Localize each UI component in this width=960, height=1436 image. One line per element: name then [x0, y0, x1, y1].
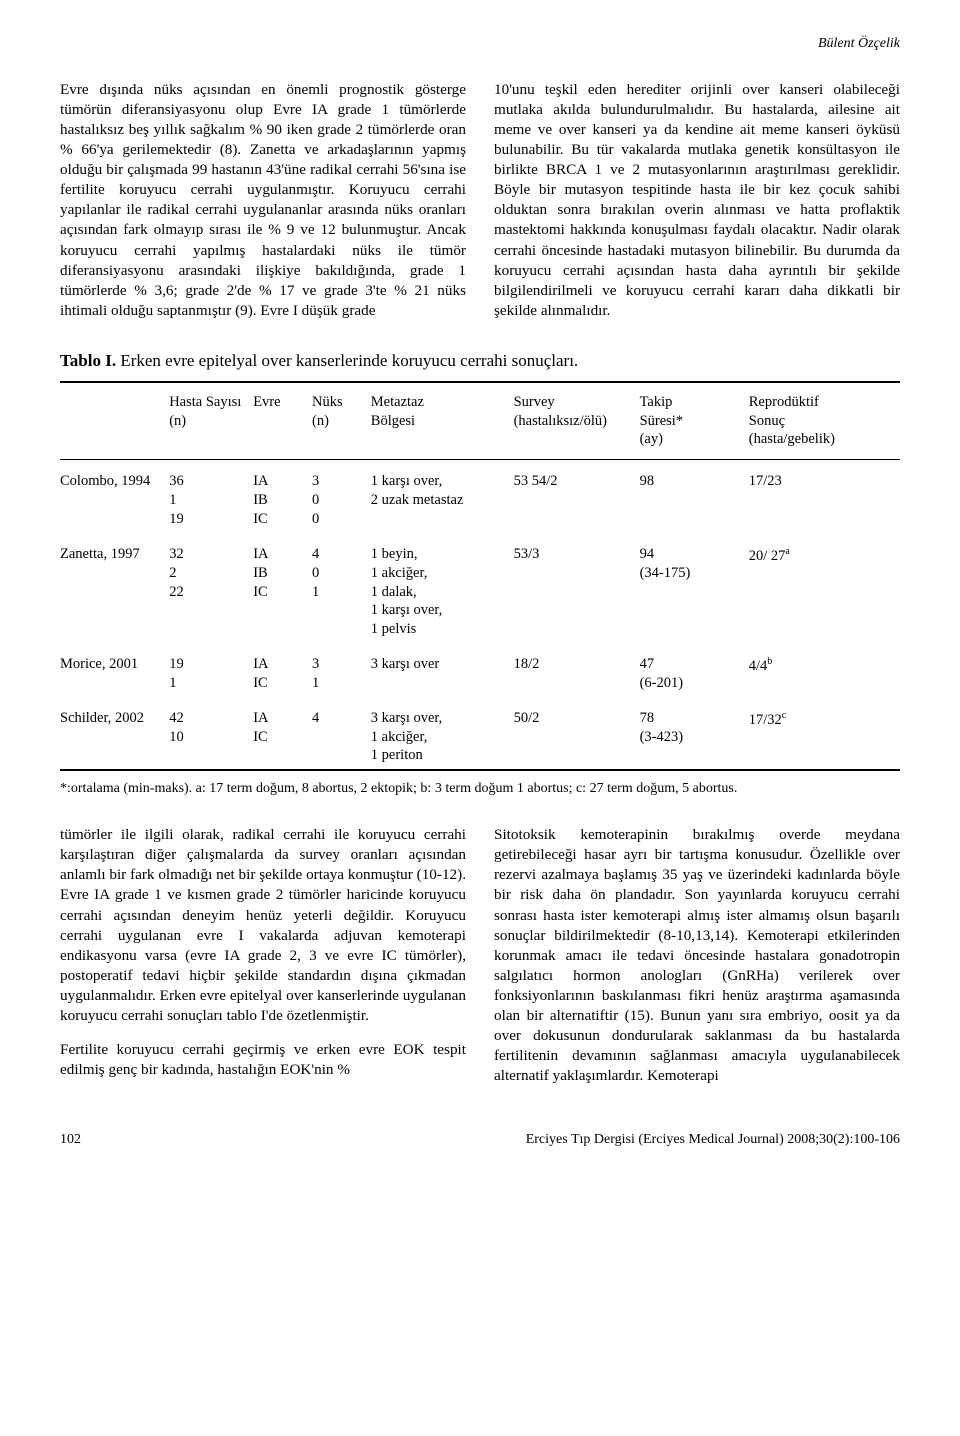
- table-title-rest: Erken evre epitelyal over kanserlerinde …: [116, 351, 578, 370]
- table-cell: Morice, 2001: [60, 643, 169, 697]
- top-col-right: 10'unu teşkil eden herediter orijinli ov…: [494, 80, 900, 321]
- table-cell: 32222: [169, 533, 253, 643]
- table-cell: Zanetta, 1997: [60, 533, 169, 643]
- th-metaztaz: Metaztaz Bölgesi: [371, 383, 514, 460]
- table-cell: 20/ 27a: [749, 533, 900, 643]
- table-cell: Colombo, 1994: [60, 460, 169, 533]
- table-cell: 98: [640, 460, 749, 533]
- results-table: Hasta Sayısı (n) Evre Nüks (n) Metaztaz …: [60, 383, 900, 770]
- bottom-columns: tümörler ile ilgili olarak, radikal cerr…: [60, 825, 900, 1086]
- th-nuks: Nüks (n): [312, 383, 371, 460]
- bottom-col-right: Sitotoksik kemoterapinin bırakılmış over…: [494, 825, 900, 1086]
- table-cell: IAIC: [253, 697, 312, 770]
- table-cell: 17/23: [749, 460, 900, 533]
- table-cell: 191: [169, 643, 253, 697]
- table-row: Morice, 2001191IAIC313 karşı over18/247(…: [60, 643, 900, 697]
- table-cell: 4: [312, 697, 371, 770]
- table-cell: 1 beyin,1 akciğer,1 dalak,1 karşı over,1…: [371, 533, 514, 643]
- table-wrap: Hasta Sayısı (n) Evre Nüks (n) Metaztaz …: [60, 381, 900, 798]
- journal-ref: Erciyes Tıp Dergisi (Erciyes Medical Jou…: [526, 1132, 900, 1148]
- table-cell: 401: [312, 533, 371, 643]
- th-survey: Survey (hastalıksız/ölü): [514, 383, 640, 460]
- th-evre: Evre: [253, 383, 312, 460]
- table-row: Zanetta, 199732222IAIBIC4011 beyin,1 akc…: [60, 533, 900, 643]
- table-header-row: Hasta Sayısı (n) Evre Nüks (n) Metaztaz …: [60, 383, 900, 460]
- th-repro: Reprodüktif Sonuç (hasta/gebelik): [749, 383, 900, 460]
- page-footer: 102 Erciyes Tıp Dergisi (Erciyes Medical…: [60, 1132, 900, 1148]
- table-cell: 17/32c: [749, 697, 900, 770]
- table-cell: Schilder, 2002: [60, 697, 169, 770]
- table-cell: 4/4b: [749, 643, 900, 697]
- page-number: 102: [60, 1132, 81, 1148]
- table-cell: 300: [312, 460, 371, 533]
- table-rule-bottom: [60, 769, 900, 771]
- table-row: Colombo, 199436119IAIBIC3001 karşı over,…: [60, 460, 900, 533]
- table-cell: 4210: [169, 697, 253, 770]
- bottom-col-left: tümörler ile ilgili olarak, radikal cerr…: [60, 825, 466, 1086]
- th-hasta: Hasta Sayısı (n): [169, 383, 253, 460]
- table-cell: 53 54/2: [514, 460, 640, 533]
- table-cell: IAIBIC: [253, 460, 312, 533]
- table-cell: 1 karşı over,2 uzak metastaz: [371, 460, 514, 533]
- table-cell: 53/3: [514, 533, 640, 643]
- table-cell: 36119: [169, 460, 253, 533]
- running-head: Bülent Özçelik: [60, 36, 900, 52]
- table-cell: 94(34-175): [640, 533, 749, 643]
- table-title: Tablo I. Erken evre epitelyal over kanse…: [60, 351, 900, 371]
- table-cell: 50/2: [514, 697, 640, 770]
- bot-left-p2: Fertilite koruyucu cerrahi geçirmiş ve e…: [60, 1040, 466, 1080]
- table-cell: 31: [312, 643, 371, 697]
- table-row: Schilder, 20024210IAIC43 karşı over,1 ak…: [60, 697, 900, 770]
- table-cell: 3 karşı over: [371, 643, 514, 697]
- top-columns: Evre dışında nüks açısından en önemli pr…: [60, 80, 900, 321]
- bot-left-p1: tümörler ile ilgili olarak, radikal cerr…: [60, 825, 466, 1026]
- th-takip: Takip Süresi* (ay): [640, 383, 749, 460]
- table-title-bold: Tablo I.: [60, 351, 116, 370]
- table-cell: 3 karşı over,1 akciğer,1 periton: [371, 697, 514, 770]
- th-study: [60, 383, 169, 460]
- table-cell: 78(3-423): [640, 697, 749, 770]
- table-cell: IAIC: [253, 643, 312, 697]
- table-cell: 18/2: [514, 643, 640, 697]
- table-cell: IAIBIC: [253, 533, 312, 643]
- table-footnote: *:ortalama (min-maks). a: 17 term doğum,…: [60, 781, 900, 797]
- top-col-left: Evre dışında nüks açısından en önemli pr…: [60, 80, 466, 321]
- table-cell: 47(6-201): [640, 643, 749, 697]
